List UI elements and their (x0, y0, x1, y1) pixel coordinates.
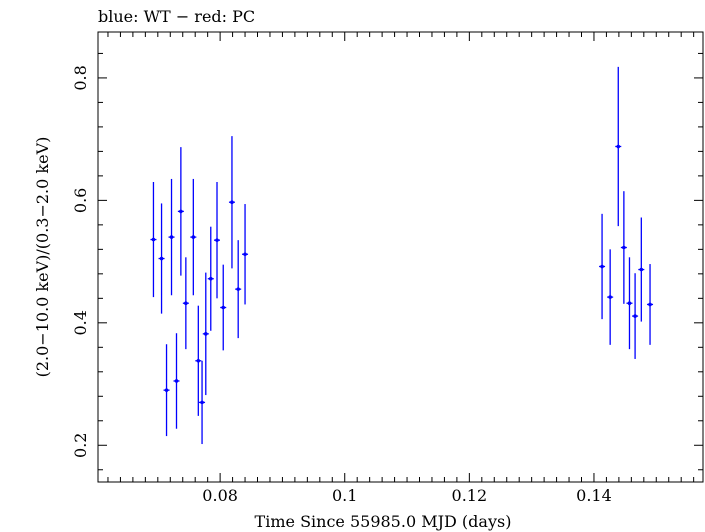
data-point (169, 235, 174, 239)
data-point (627, 301, 632, 306)
y-axis-label: (2.0−10.0 keV)/(0.3−2.0 keV) (33, 137, 52, 378)
data-point (164, 388, 169, 392)
data-point (236, 287, 240, 291)
data-point (622, 245, 626, 250)
y-tick-label: 0.2 (71, 433, 90, 458)
data-points (150, 66, 654, 445)
x-tick-label: 0.08 (202, 486, 238, 505)
x-tick-label: 0.12 (452, 486, 488, 505)
x-tick-label: 0.1 (332, 486, 357, 505)
data-point (191, 235, 196, 239)
data-point (616, 144, 621, 149)
x-axis-label: Time Since 55985.0 MJD (days) (255, 512, 512, 531)
data-point (639, 267, 644, 272)
y-tick-label: 0.8 (71, 65, 90, 90)
data-point (203, 332, 208, 336)
y-tick-label: 0.4 (71, 310, 90, 335)
data-point (633, 314, 637, 318)
data-point (243, 252, 247, 257)
data-point (608, 295, 612, 299)
data-point (230, 200, 234, 205)
plot-frame (97, 31, 704, 483)
data-point (174, 379, 179, 383)
data-point (215, 238, 219, 242)
data-point (196, 358, 201, 363)
data-point (600, 264, 604, 269)
data-point (200, 400, 204, 405)
data-point (184, 301, 188, 306)
y-axis-ticks: 0.2 0.4 0.6 0.8 (71, 52, 703, 471)
data-point (208, 276, 213, 281)
x-axis-ticks: 0.08 0.1 0.12 0.14 (107, 32, 695, 505)
data-point (151, 237, 156, 242)
x-tick-label: 0.14 (576, 486, 612, 505)
y-tick-label: 0.6 (71, 188, 90, 213)
data-point (648, 302, 652, 307)
data-point (221, 305, 226, 310)
data-point (179, 209, 183, 214)
chart-title: blue: WT − red: PC (98, 7, 255, 26)
data-point (159, 256, 164, 261)
